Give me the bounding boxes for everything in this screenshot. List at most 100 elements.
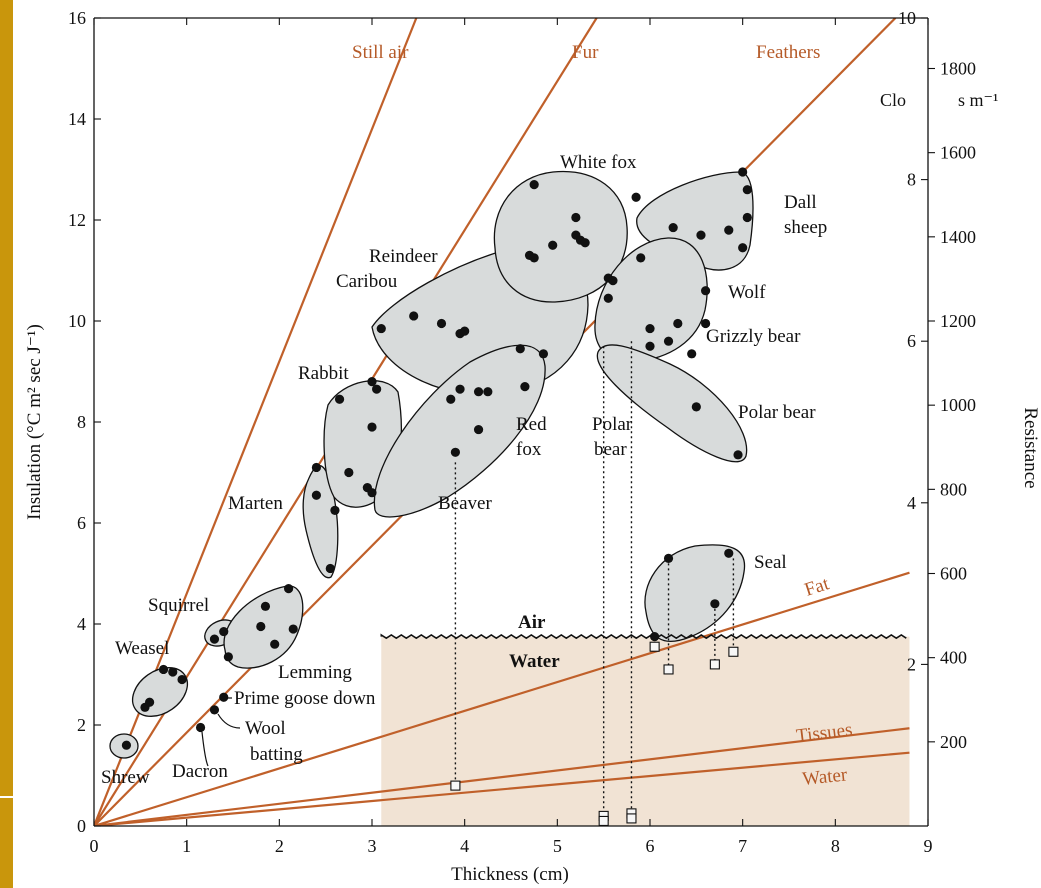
x-tick-label-8: 8 (831, 836, 840, 856)
y-tick-label-6: 6 (77, 513, 86, 533)
point-white-fox-11 (631, 192, 641, 202)
point-seal-1 (663, 553, 674, 563)
point-prime-goose-down-1 (219, 692, 229, 702)
label-beaver: Beaver (438, 493, 492, 514)
blob-polar-bear (596, 344, 748, 463)
water-point-9 (728, 646, 739, 657)
water-surface-line (380, 633, 907, 640)
water-point-5 (626, 813, 637, 824)
clo-axis-label: Clo (880, 90, 906, 110)
label-prime-goose-down: Prime goose down (234, 688, 376, 709)
point-dall-sheep-6 (742, 212, 752, 223)
blob-seal (644, 544, 746, 642)
leader-dacron (201, 731, 209, 767)
point-weasel-5 (177, 674, 187, 685)
point-marten-4 (325, 563, 335, 574)
point-wolf-1 (701, 286, 711, 296)
point-squirrel-3 (223, 652, 233, 662)
point-dall-sheep-3 (724, 225, 734, 235)
water-point-7 (663, 664, 674, 675)
point-weasel-3 (158, 664, 169, 675)
point-dacron-1 (195, 722, 206, 733)
point-grizzly-bear-4 (673, 318, 683, 329)
point-grizzly-bear-2 (645, 341, 655, 351)
label-fox: fox (516, 439, 542, 460)
data-points (121, 167, 752, 750)
leader-wool-batting (217, 713, 241, 729)
label-dall: Dall (784, 192, 817, 213)
point-grizzly-bear-6 (701, 318, 711, 329)
label-bear: bear (594, 439, 627, 460)
blob-red-fox (373, 344, 546, 518)
y-axis-label: Insulation (°C m² sec J⁻¹) (24, 324, 45, 520)
clo-tick-label-10: 10 (898, 8, 916, 28)
point-white-fox-13 (603, 293, 613, 303)
point-lemming-3 (284, 584, 294, 594)
point-reindeer-caribou-2 (409, 311, 419, 321)
point-weasel-2 (145, 697, 155, 707)
x-axis-label: Thickness (cm) (451, 864, 569, 885)
slide-edge-mark (0, 796, 20, 798)
reference-line-water (94, 751, 910, 826)
label-caribou: Caribou (336, 271, 398, 292)
label-rabbit: Rabbit (298, 363, 349, 384)
y-tick-label-0: 0 (77, 816, 86, 836)
x-tick-label-2: 2 (275, 836, 284, 856)
point-white-fox-1 (529, 180, 539, 190)
water-region (381, 636, 910, 826)
point-white-fox-12 (636, 253, 646, 263)
label-seal: Seal (754, 552, 787, 573)
material-leaders (201, 697, 241, 767)
point-squirrel-2 (219, 626, 229, 637)
species-blobs (109, 170, 754, 759)
point-red-fox-5 (450, 447, 460, 457)
y-tick-label-10: 10 (68, 311, 86, 331)
point-lemming-5 (288, 624, 298, 634)
point-wool-batting-1 (209, 705, 220, 715)
point-white-fox-10 (608, 276, 618, 286)
y-tick-label-12: 12 (68, 210, 86, 230)
label-reindeer: Reindeer (369, 246, 438, 267)
y-tick-label-8: 8 (77, 412, 86, 432)
label-water: Water (509, 651, 560, 672)
clo-tick-label-2: 2 (907, 654, 916, 674)
point-marten-2 (311, 490, 321, 500)
y-tick-label-14: 14 (68, 109, 86, 129)
y-tick-label-4: 4 (77, 614, 86, 634)
label-white-fox: White fox (560, 152, 637, 173)
label-weasel: Weasel (115, 638, 169, 659)
point-lemming-2 (256, 621, 266, 632)
x-tick-label-7: 7 (738, 836, 747, 856)
reference-line-labels: Still air Fur Feathers Fat Tissues Water (352, 42, 854, 790)
point-dall-sheep-1 (668, 222, 678, 233)
point-rabbit-2 (367, 377, 377, 387)
resistance-tick-label-800: 800 (940, 479, 967, 499)
point-reindeer-caribou-1 (376, 323, 386, 334)
label-wool: Wool (245, 718, 286, 739)
resistance-axis-label: Resistance (1020, 407, 1041, 488)
point-dall-sheep-7 (738, 243, 748, 253)
point-weasel-4 (168, 667, 178, 677)
point-red-fox-6 (473, 424, 484, 435)
x-tick-label-0: 0 (90, 836, 99, 856)
point-dall-sheep-4 (738, 167, 748, 177)
point-red-fox-9 (538, 349, 549, 359)
resistance-tick-label-1200: 1200 (940, 311, 976, 331)
point-red-fox-7 (515, 344, 525, 354)
point-dall-sheep-2 (696, 230, 706, 240)
point-seal-4 (650, 632, 660, 642)
resistance-tick-label-400: 400 (940, 648, 967, 668)
clo-tick-label-6: 6 (907, 331, 916, 351)
x-tick-label-3: 3 (368, 836, 377, 856)
point-grizzly-bear-5 (687, 349, 697, 359)
point-red-fox-3 (473, 387, 484, 397)
resistance-tick-label-1600: 1600 (940, 143, 976, 163)
point-red-fox-2 (455, 384, 465, 394)
point-polar-bear-1 (691, 402, 701, 412)
resistance-tick-label-1000: 1000 (940, 395, 976, 415)
point-white-fox-7 (571, 212, 581, 223)
point-rabbit-4 (367, 422, 377, 432)
label-red: Red (516, 414, 547, 435)
label-dacron: Dacron (172, 761, 228, 782)
